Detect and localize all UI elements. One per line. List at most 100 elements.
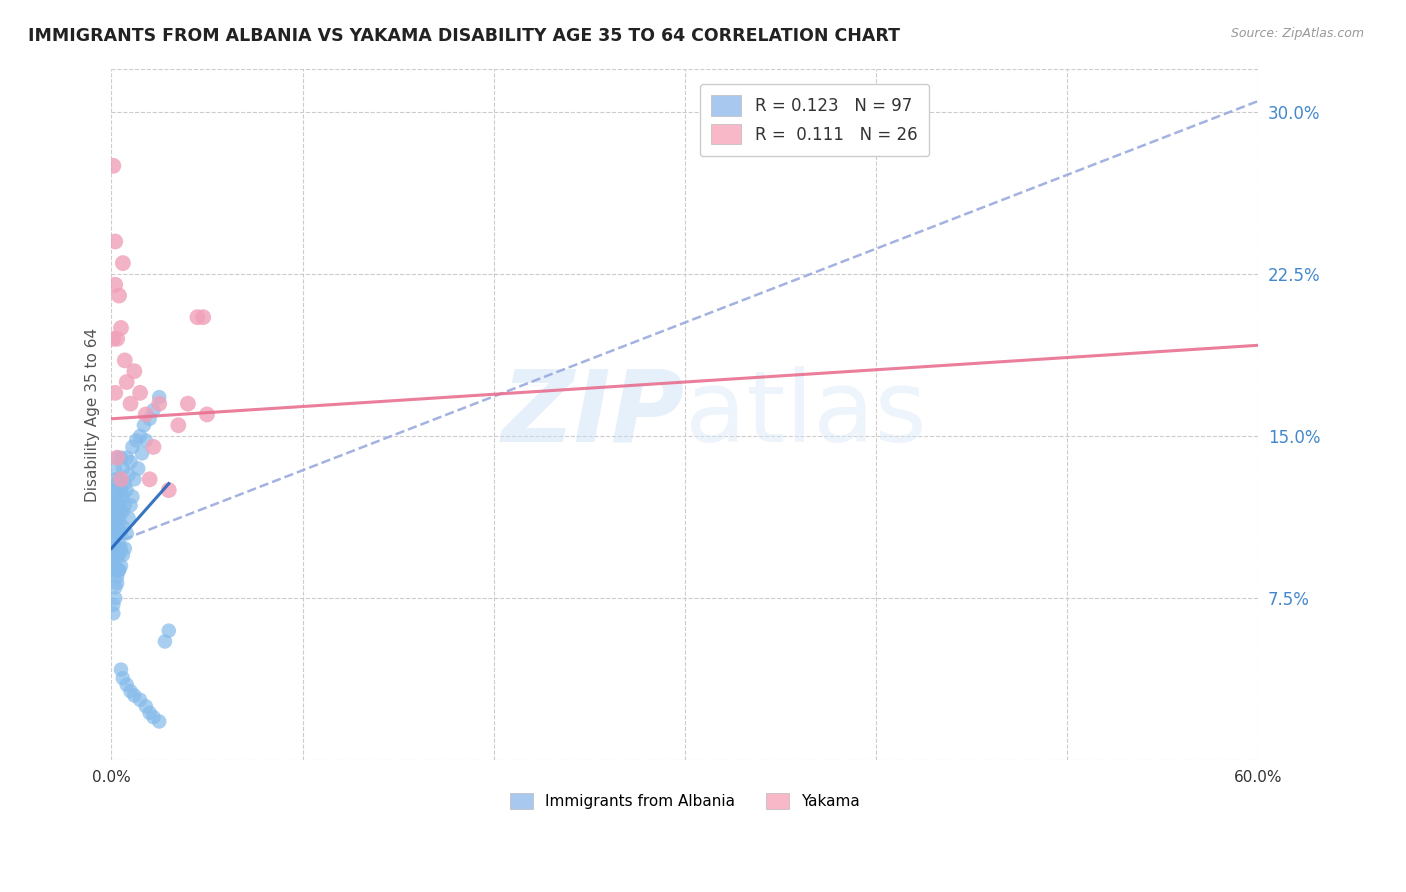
Point <box>104 581 127 595</box>
Point <box>108 548 131 562</box>
Point <box>132 418 155 433</box>
Point <box>108 563 131 577</box>
Point <box>108 490 131 504</box>
Point <box>129 429 152 443</box>
Point <box>105 483 128 497</box>
Text: Source: ZipAtlas.com: Source: ZipAtlas.com <box>1230 27 1364 40</box>
Point <box>115 526 138 541</box>
Point <box>148 390 170 404</box>
Point <box>104 520 127 534</box>
Point <box>104 472 127 486</box>
Point <box>115 375 138 389</box>
Point <box>153 634 176 648</box>
Point <box>104 548 127 562</box>
Point <box>105 563 128 577</box>
Point <box>105 505 128 519</box>
Point <box>105 548 128 562</box>
Point <box>104 461 127 475</box>
Point <box>104 277 127 292</box>
Point <box>105 494 128 508</box>
Point <box>191 310 214 325</box>
Point <box>129 385 152 400</box>
Point <box>104 498 127 512</box>
Point <box>167 418 190 433</box>
Point <box>105 526 128 541</box>
Text: ZIP: ZIP <box>502 366 685 463</box>
Point <box>135 699 157 714</box>
Point <box>111 461 134 475</box>
Point <box>103 516 125 530</box>
Point <box>114 476 136 491</box>
Point <box>114 498 136 512</box>
Point <box>115 483 138 497</box>
Point <box>124 364 146 378</box>
Point <box>110 450 132 465</box>
Point <box>104 483 127 497</box>
Point <box>111 505 134 519</box>
Point <box>103 554 125 568</box>
Point <box>114 541 136 556</box>
Point <box>103 537 125 551</box>
Point <box>105 541 128 556</box>
Point <box>108 563 131 577</box>
Point <box>104 526 127 541</box>
Point <box>157 624 180 638</box>
Point <box>104 490 127 504</box>
Point <box>114 353 136 368</box>
Point <box>129 693 152 707</box>
Point <box>105 526 128 541</box>
Point <box>108 288 131 302</box>
Point <box>111 671 134 685</box>
Point <box>103 607 125 621</box>
Point <box>103 541 125 556</box>
Point <box>104 505 127 519</box>
Point <box>103 494 125 508</box>
Point <box>148 397 170 411</box>
Point <box>138 411 160 425</box>
Point <box>127 461 149 475</box>
Point <box>103 531 125 545</box>
Point <box>124 472 146 486</box>
Point <box>117 511 139 525</box>
Point <box>121 440 143 454</box>
Point <box>104 385 127 400</box>
Point <box>105 576 128 591</box>
Point <box>138 706 160 720</box>
Point <box>104 591 127 606</box>
Point <box>142 440 165 454</box>
Point <box>124 689 146 703</box>
Point <box>108 537 131 551</box>
Point <box>105 520 128 534</box>
Point <box>110 483 132 497</box>
Point <box>142 403 165 417</box>
Text: atlas: atlas <box>685 366 927 463</box>
Point <box>103 563 125 577</box>
Point <box>103 598 125 612</box>
Point <box>105 450 128 465</box>
Point <box>105 569 128 583</box>
Point <box>177 397 200 411</box>
Point <box>138 472 160 486</box>
Point <box>120 455 142 469</box>
Point <box>142 710 165 724</box>
Point <box>120 498 142 512</box>
Point <box>104 511 127 525</box>
Point <box>108 498 131 512</box>
Point <box>105 332 128 346</box>
Point <box>105 450 128 465</box>
Point <box>103 548 125 562</box>
Point <box>115 678 138 692</box>
Point <box>103 159 125 173</box>
Point <box>157 483 180 497</box>
Point <box>110 558 132 573</box>
Point <box>111 520 134 534</box>
Point <box>111 256 134 270</box>
Legend: Immigrants from Albania, Yakama: Immigrants from Albania, Yakama <box>503 787 866 815</box>
Point <box>110 505 132 519</box>
Point <box>103 332 125 346</box>
Point <box>105 498 128 512</box>
Point <box>110 472 132 486</box>
Point <box>135 434 157 448</box>
Point <box>110 526 132 541</box>
Point <box>104 563 127 577</box>
